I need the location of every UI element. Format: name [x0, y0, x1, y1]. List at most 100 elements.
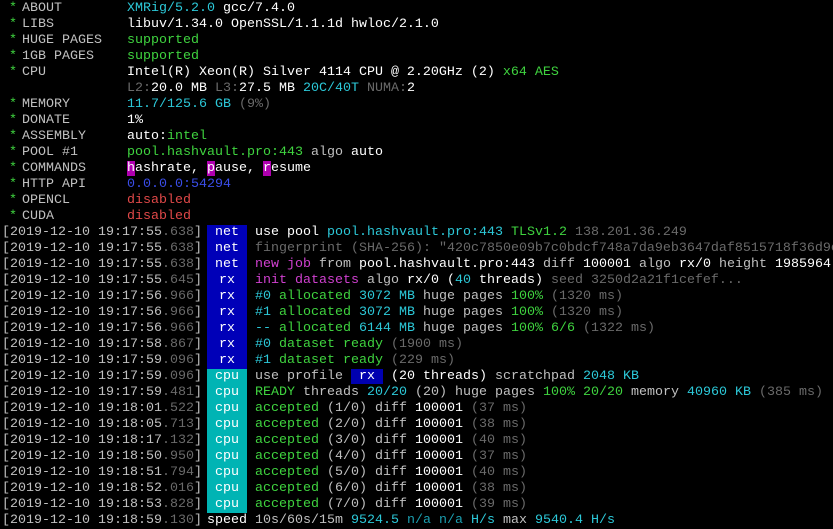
timestamp-ms: .016 [161, 481, 194, 496]
summary-label: OPENCL [22, 193, 70, 208]
text-segment: (9%) [238, 97, 271, 112]
timestamp: [2019-12-10 19:18:52.016] [2, 481, 202, 497]
text-segment: (38 ms) [470, 481, 527, 496]
summary-value: disabled [127, 193, 191, 209]
bullet-star-icon: * [9, 177, 17, 192]
text-segment: 3072 MB [358, 305, 423, 320]
summary-label: CPU [22, 65, 46, 80]
text-segment: 100001 [414, 497, 471, 512]
text-segment: memory [630, 385, 687, 400]
summary-line: L2:20.0 MB L3:27.5 MB 20C/40T NUMA:2 [0, 81, 833, 97]
text-segment: algo [310, 145, 351, 160]
text-segment: #0 [255, 289, 279, 304]
timestamp-ms: .867 [161, 337, 194, 352]
text-segment: (3/0) diff [326, 433, 415, 448]
text-segment: (20) [415, 385, 455, 400]
text-segment: H/s [470, 513, 503, 528]
text-segment: supported [127, 33, 199, 48]
timestamp-close: ] [193, 337, 202, 352]
bullet-star-icon: * [9, 17, 17, 32]
text-segment: 100% 20/20 [542, 385, 631, 400]
bullet-star-icon: * [9, 113, 17, 128]
summary-label: ASSEMBLY [22, 129, 86, 144]
text-segment: 10s/60s/15m [255, 513, 351, 528]
timestamp-main: [2019-12-10 19:17:56 [2, 321, 162, 336]
bullet-star-icon: * [9, 145, 17, 160]
timestamp-close: ] [193, 273, 202, 288]
text-segment: (385 ms) [758, 385, 823, 400]
text-segment: 6144 MB [358, 321, 423, 336]
timestamp-ms: .638 [161, 241, 194, 256]
tag-cpu: cpu [207, 401, 247, 417]
summary-line: * OPENCL disabled [0, 193, 833, 209]
log-line: [2019-12-10 19:18:51.794] cpu accepted (5/… [0, 465, 833, 481]
text-segment: disabled [127, 209, 191, 224]
summary-value: hashrate, pause, resume [127, 161, 311, 177]
summary-label: HUGE PAGES [22, 33, 102, 48]
text-segment: 100% [510, 289, 551, 304]
timestamp-ms: .645 [161, 273, 194, 288]
summary-label: CUDA [22, 209, 54, 224]
text-segment: ashrate, [135, 161, 207, 176]
log-line: [2019-12-10 19:17:56.966] rx -- allocated … [0, 321, 833, 337]
text-segment: NUMA: [367, 81, 407, 96]
log-message: accepted (1/0) diff 100001 (37 ms) [255, 401, 527, 417]
bullet-star-icon: * [9, 1, 17, 16]
text-segment: from [319, 257, 359, 272]
summary-value: libuv/1.34.0 OpenSSL/1.1.1d hwloc/2.1.0 [127, 17, 439, 33]
timestamp-main: [2019-12-10 19:17:59 [2, 353, 162, 368]
timestamp-main: [2019-12-10 19:18:01 [2, 401, 162, 416]
text-segment: 1% [127, 113, 143, 128]
tag-rx: rx [207, 305, 247, 321]
text-segment: rx/0 [406, 273, 447, 288]
timestamp-main: [2019-12-10 19:18:05 [2, 417, 162, 432]
command-hotkey: r [262, 161, 271, 176]
text-segment: pool.hashvault.pro:443 [326, 225, 511, 240]
text-segment: (38 ms) [470, 417, 527, 432]
text-segment: 2048 KB [582, 369, 639, 384]
text-segment: fingerprint (SHA-256): "420c7850e09b7c0b… [255, 241, 833, 256]
timestamp: [2019-12-10 19:17:56.966] [2, 321, 202, 337]
text-segment: (1900 ms) [390, 337, 463, 352]
summary-value: pool.hashvault.pro:443 algo auto [127, 145, 383, 161]
timestamp-close: ] [193, 369, 202, 384]
log-message: accepted (2/0) diff 100001 (38 ms) [255, 417, 527, 433]
text-segment: 100% [510, 305, 551, 320]
summary-value: disabled [127, 209, 191, 225]
bullet-star-icon: * [9, 209, 17, 224]
summary-label: 1GB PAGES [22, 49, 94, 64]
text-segment: TLSv1.2 [510, 225, 575, 240]
text-segment: (1320 ms) [550, 305, 623, 320]
log-message: accepted (4/0) diff 100001 (37 ms) [255, 449, 527, 465]
text-segment: (7/0) diff [326, 497, 415, 512]
tag-net: net [207, 225, 247, 241]
log-message: init datasets algo rx/0 (40 threads) see… [255, 273, 743, 289]
text-segment: seed 3250d2a21f1cefef... [550, 273, 743, 288]
log-message: speed 10s/60s/15m 9524.5 n/a n/a H/s max… [207, 513, 615, 529]
command-hotkey: p [206, 161, 215, 176]
profile-badge: rx [350, 369, 383, 384]
timestamp-main: [2019-12-10 19:18:53 [2, 497, 162, 512]
text-segment: 2 [407, 81, 415, 96]
text-segment: pool.hashvault.pro:443 [359, 257, 543, 272]
text-segment: threads) [478, 273, 551, 288]
log-message: #1 dataset ready (229 ms) [255, 353, 455, 369]
text-segment: (37 ms) [470, 401, 527, 416]
timestamp: [2019-12-10 19:18:51.794] [2, 465, 202, 481]
timestamp: [2019-12-10 19:18:17.132] [2, 433, 202, 449]
text-segment: (20 threads) [382, 369, 495, 384]
timestamp-ms: .950 [161, 449, 194, 464]
text-segment: use pool [255, 225, 327, 240]
timestamp-main: [2019-12-10 19:17:56 [2, 305, 162, 320]
text-segment: accepted [255, 417, 327, 432]
timestamp-close: ] [193, 321, 202, 336]
timestamp: [2019-12-10 19:17:58.867] [2, 337, 202, 353]
timestamp: [2019-12-10 19:17:56.966] [2, 289, 202, 305]
summary-label: POOL #1 [22, 145, 78, 160]
log-message: accepted (3/0) diff 100001 (40 ms) [255, 433, 527, 449]
bullet-star-icon: * [9, 161, 17, 176]
text-segment: 100001 [582, 257, 639, 272]
log-line: [2019-12-10 19:17:56.966] rx #1 allocated … [0, 305, 833, 321]
timestamp-close: ] [193, 289, 202, 304]
